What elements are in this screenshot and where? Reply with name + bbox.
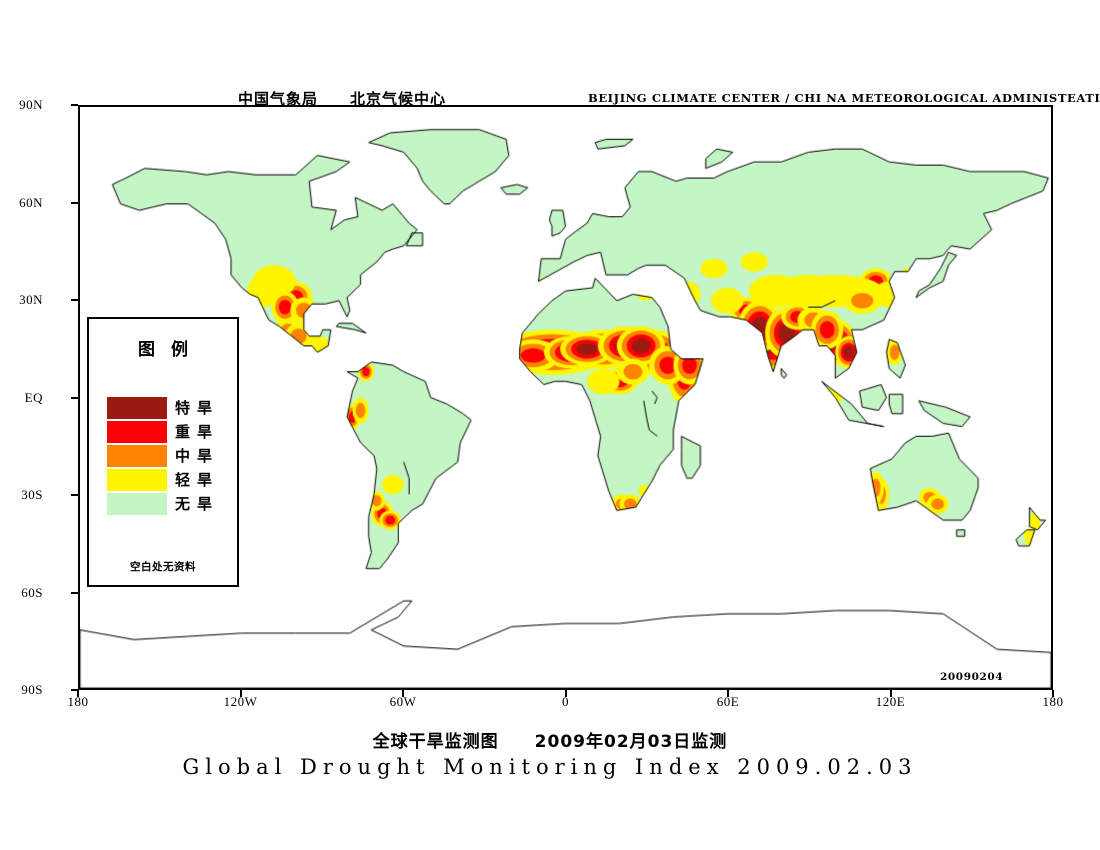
- legend-item-0: 特旱: [107, 397, 233, 419]
- legend-title: 图例: [138, 340, 204, 360]
- x-tick-mark: [727, 690, 729, 697]
- legend-item-3: 轻旱: [107, 469, 233, 491]
- legend-label-extreme: 特旱: [175, 399, 220, 417]
- legend-label-moderate: 中旱: [175, 447, 220, 465]
- x-tick-label: 180: [1042, 694, 1064, 709]
- x-tick-label: 180: [67, 694, 89, 709]
- header-agency-en: BEIJING CLIMATE CENTER / CHI NA METEOROL…: [588, 91, 1100, 105]
- x-tick-mark: [564, 690, 567, 697]
- y-tick-mark: [71, 104, 78, 106]
- x-tick-label: 60W: [389, 694, 417, 709]
- x-tick-label: 120E: [875, 694, 906, 709]
- chart-title-cn: 全球干旱监测图 2009年02月03日监测: [372, 732, 728, 752]
- legend-swatch-none: [107, 493, 167, 515]
- legend-item-1: 重旱: [107, 421, 233, 443]
- legend-swatch-extreme: [107, 397, 167, 419]
- y-tick-mark: [71, 689, 78, 691]
- legend-box: 图例 特旱 重旱 中旱 轻旱 无旱 空白处无资料: [87, 317, 239, 587]
- legend-label-severe: 重旱: [175, 423, 220, 441]
- header-agency-cn: 中国气象局 北京气候中心: [238, 90, 447, 108]
- drought-map-canvas: [80, 107, 1051, 688]
- chart-title-en: Global Drought Monitoring Index 2009.02.…: [182, 755, 918, 779]
- legend-nodata-note: 空白处无资料: [130, 561, 196, 573]
- x-tick-label: 60E: [716, 694, 740, 709]
- x-tick-label: 0: [562, 694, 569, 709]
- legend-item-4: 无旱: [107, 493, 233, 515]
- x-tick-mark: [402, 690, 404, 697]
- legend-label-mild: 轻旱: [175, 471, 220, 489]
- legend-swatch-severe: [107, 421, 167, 443]
- legend-label-none: 无旱: [175, 495, 220, 513]
- y-tick-label: 90S: [21, 682, 43, 697]
- legend-swatch-mild: [107, 469, 167, 491]
- date-stamp: 20090204: [940, 671, 1004, 683]
- x-tick-mark: [1052, 690, 1054, 697]
- y-tick-label: 60N: [19, 194, 43, 210]
- y-tick-mark: [71, 591, 78, 594]
- y-tick-mark: [71, 201, 78, 204]
- legend-item-2: 中旱: [107, 445, 233, 467]
- x-tick-mark: [889, 690, 892, 697]
- x-tick-mark: [77, 690, 79, 697]
- y-tick-mark: [71, 299, 78, 301]
- x-tick-label: 120W: [223, 694, 258, 709]
- y-tick-label: 90N: [19, 97, 43, 112]
- x-tick-mark: [239, 690, 242, 697]
- y-tick-mark: [71, 396, 78, 399]
- y-tick-label: 30S: [21, 487, 43, 502]
- map-plot-frame: [78, 105, 1053, 690]
- y-tick-label: EQ: [24, 389, 43, 405]
- y-tick-mark: [71, 494, 78, 496]
- y-tick-label: 60S: [21, 584, 43, 600]
- y-tick-label: 30N: [19, 292, 43, 307]
- legend-swatch-moderate: [107, 445, 167, 467]
